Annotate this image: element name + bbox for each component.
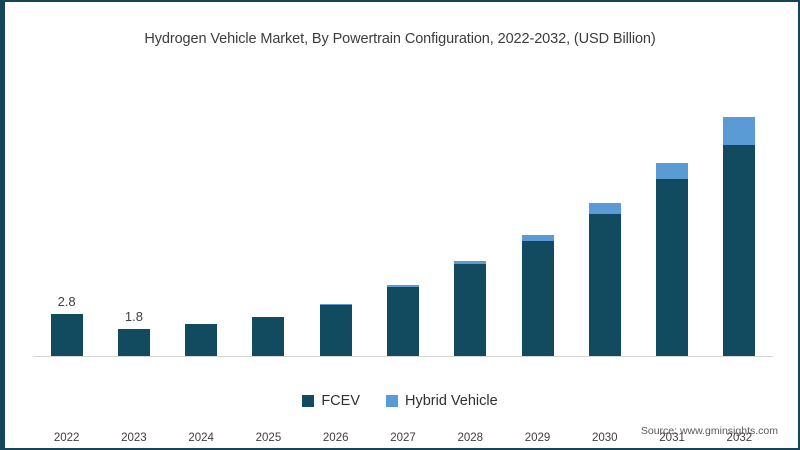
x-axis-tick-2031: 2031 xyxy=(659,432,685,444)
x-axis-tick-2027: 2027 xyxy=(390,432,416,444)
bar-segment-fcev-2024[interactable] xyxy=(185,324,218,356)
bar-2029[interactable] xyxy=(521,235,554,356)
legend-label-fcev: FCEV xyxy=(321,393,360,409)
chart-legend: FCEV Hybrid Vehicle xyxy=(0,393,800,409)
x-axis-tick-2022: 2022 xyxy=(53,432,80,444)
source-note: Source: www.gminsights.com xyxy=(640,425,778,437)
x-axis-tick-2023: 2023 xyxy=(121,432,147,444)
x-axis-tick-2026: 2026 xyxy=(322,432,349,444)
frame-border-top xyxy=(0,0,800,2)
bar-segment-fcev-2025[interactable] xyxy=(252,316,285,356)
bar-2031[interactable] xyxy=(656,162,689,356)
bar-segment-hybrid-vehicle-2028[interactable] xyxy=(454,260,487,264)
frame-border-bottom xyxy=(0,448,800,450)
bar-segment-hybrid-vehicle-2027[interactable] xyxy=(387,285,419,287)
bar-segment-hybrid-vehicle-2032[interactable] xyxy=(723,117,756,145)
bar-segment-fcev-2022[interactable] xyxy=(50,313,83,356)
bar-segment-hybrid-vehicle-2030[interactable] xyxy=(588,203,621,214)
x-axis-tick-2030: 2030 xyxy=(592,432,618,444)
bar-2030[interactable] xyxy=(588,203,621,356)
bar-segment-hybrid-vehicle-2029[interactable] xyxy=(521,235,554,242)
bar-segment-fcev-2032[interactable] xyxy=(723,144,756,356)
bar-segment-hybrid-vehicle-2026[interactable] xyxy=(319,303,352,305)
x-axis-tick-2025: 2025 xyxy=(255,432,282,444)
chart-title: Hydrogen Vehicle Market, By Powertrain C… xyxy=(144,31,656,47)
bar-segment-fcev-2029[interactable] xyxy=(521,241,554,356)
x-axis-tick-2032: 2032 xyxy=(726,432,753,444)
bar-2026[interactable] xyxy=(319,303,352,356)
bar-segment-fcev-2031[interactable] xyxy=(656,179,689,356)
legend-swatch-fcev xyxy=(302,395,315,407)
frame-border-left xyxy=(0,0,5,450)
bar-segment-fcev-2030[interactable] xyxy=(588,214,621,356)
frame-border-right xyxy=(798,0,800,450)
x-axis-tick-2024: 2024 xyxy=(188,432,214,444)
x-axis-line xyxy=(33,356,773,357)
bar-2028[interactable] xyxy=(454,260,487,356)
bar-2025[interactable] xyxy=(252,316,285,356)
bar-2023[interactable]: 1.8 xyxy=(117,309,150,356)
bar-segment-fcev-2023[interactable] xyxy=(117,328,150,356)
bar-segment-fcev-2028[interactable] xyxy=(454,263,487,356)
legend-swatch-hybrid-vehicle xyxy=(385,395,398,407)
x-axis-tick-2028: 2028 xyxy=(457,432,484,444)
bar-segment-fcev-2026[interactable] xyxy=(319,304,352,356)
plot-area: 2.8 2022 1.8 2023 2024 2025 2026 2027 2028 2029 20… xyxy=(33,70,773,444)
bar-value-label-2022: 2.8 xyxy=(57,293,76,309)
legend-item-hybrid-vehicle[interactable]: Hybrid Vehicle xyxy=(385,393,498,409)
bar-2022[interactable]: 2.8 xyxy=(50,294,83,356)
bar-segment-hybrid-vehicle-2031[interactable] xyxy=(656,162,689,180)
bar-segment-fcev-2027[interactable] xyxy=(387,286,419,356)
bar-2027[interactable] xyxy=(387,285,419,356)
legend-item-fcev[interactable]: FCEV xyxy=(302,393,360,409)
x-axis-tick-2029: 2029 xyxy=(524,432,551,444)
bar-2032[interactable] xyxy=(723,117,756,356)
bar-value-label-2023: 1.8 xyxy=(124,308,143,324)
legend-label-hybrid-vehicle: Hybrid Vehicle xyxy=(404,393,498,409)
bar-2024[interactable] xyxy=(185,324,218,356)
